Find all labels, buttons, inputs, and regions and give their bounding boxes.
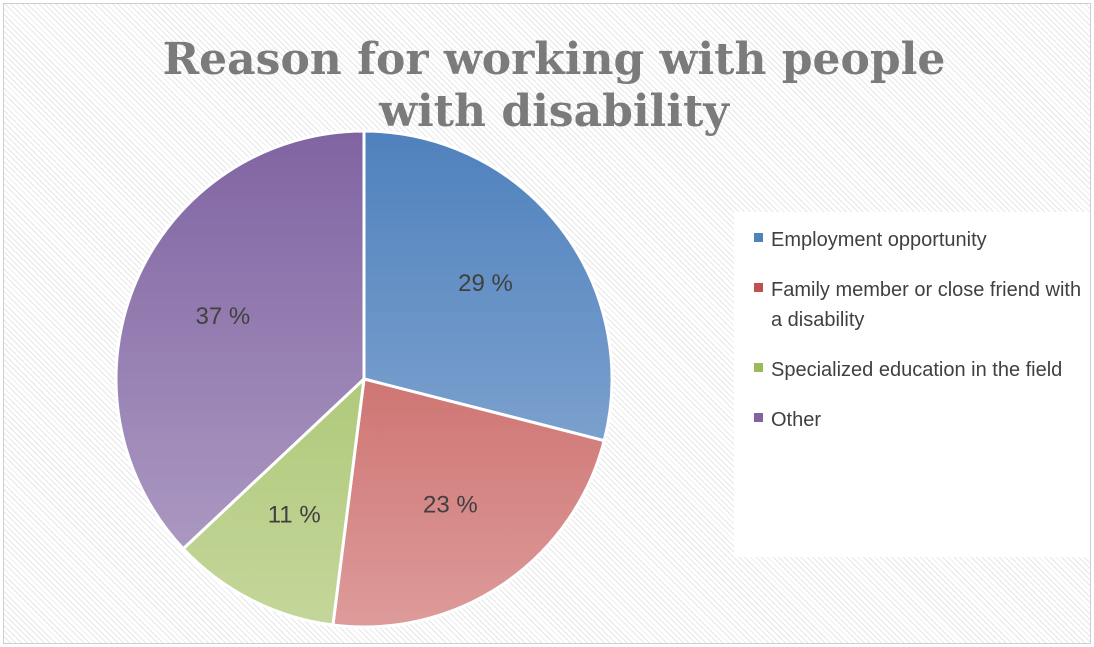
- legend-item: Employment opportunity: [754, 225, 1090, 255]
- pie-chart: 29 % 23 % 11 % 37 %: [114, 129, 614, 629]
- legend-swatch: [754, 283, 763, 292]
- pie-slice: [114, 129, 366, 551]
- slice-data-label: 11 %: [268, 501, 321, 528]
- legend-item: Family member or close friend with a dis…: [754, 275, 1090, 335]
- legend-swatch: [754, 413, 763, 422]
- pie-slice: [331, 377, 606, 629]
- pie-slice: [181, 377, 366, 627]
- legend-label: Specialized education in the field: [771, 359, 1063, 381]
- pie-slice: [362, 129, 614, 443]
- chart-area: 29 % 23 % 11 % 37 % Reason for working with…: [3, 3, 1091, 644]
- legend-item: Specialized education in the field: [754, 355, 1090, 385]
- chart-legend: Employment opportunity Family member or …: [734, 212, 1090, 557]
- legend-label: Employment opportunity: [771, 229, 987, 251]
- legend-item: Other: [754, 405, 1090, 435]
- slice-data-label: 29 %: [458, 270, 513, 297]
- legend-swatch: [754, 363, 763, 372]
- legend-swatch: [754, 233, 763, 242]
- slice-data-label: 23 %: [423, 492, 478, 519]
- legend-label: Family member or close friend with a dis…: [771, 279, 1082, 331]
- legend-label: Other: [771, 409, 822, 431]
- chart-title: Reason for working with people with disa…: [162, 34, 946, 137]
- slice-data-label: 37 %: [196, 303, 251, 330]
